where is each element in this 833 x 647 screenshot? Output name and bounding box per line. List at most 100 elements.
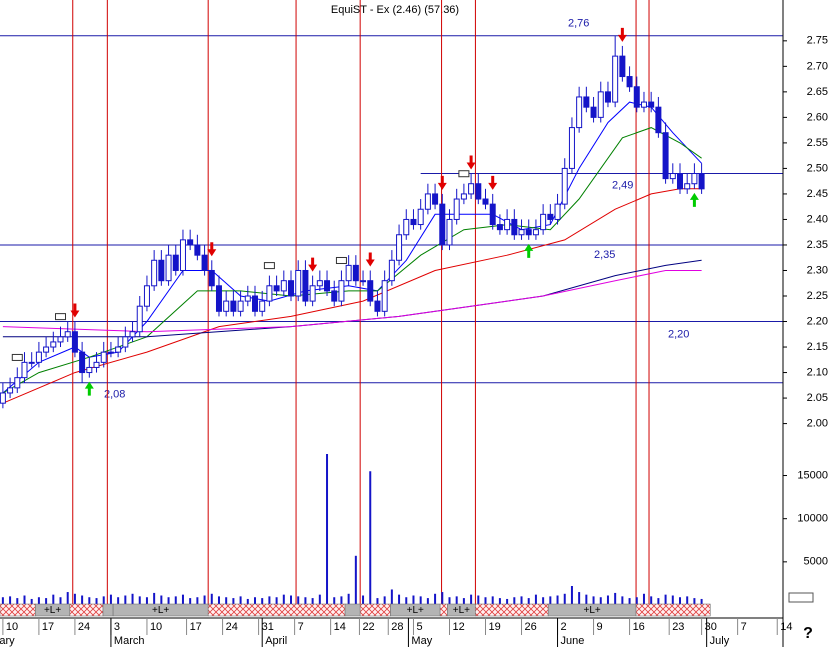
candle-body	[504, 218, 511, 231]
candle-body	[453, 198, 460, 220]
candle-body	[496, 224, 503, 231]
candle-body	[446, 218, 453, 246]
candle-body	[540, 213, 547, 231]
candle-body	[360, 280, 367, 283]
y-tick-label: 2.55	[807, 137, 828, 149]
candle-body	[676, 173, 683, 190]
candle-body	[612, 55, 619, 103]
scroll-icon[interactable]	[788, 592, 814, 603]
candle-body	[604, 91, 611, 103]
y-tick-label: 2.25	[807, 290, 828, 302]
y-tick-label: 2.65	[807, 86, 828, 98]
y-tick-label: 2.20	[807, 315, 828, 327]
candle-body	[388, 259, 395, 282]
month-label: June	[561, 635, 585, 647]
level-label: 2,35	[594, 249, 615, 261]
buy-arrow	[689, 192, 699, 207]
x-tick-label: 10	[6, 621, 18, 633]
candle-body	[367, 280, 374, 302]
y-tick-label: 2.45	[807, 188, 828, 200]
news-icon	[55, 313, 67, 321]
buy-arrow	[84, 381, 94, 396]
x-tick-label: 24	[226, 621, 238, 633]
candle-body	[230, 300, 237, 312]
x-tick-label: 14	[780, 621, 792, 633]
candle-body	[648, 101, 655, 108]
candle-body	[352, 264, 359, 282]
candle-body	[489, 203, 496, 226]
x-tick-label: 16	[633, 621, 645, 633]
y-tick-label: 2.30	[807, 264, 828, 276]
y-tick-label: 2.35	[807, 239, 828, 251]
x-tick-label: 12	[452, 621, 464, 633]
sell-arrow	[488, 175, 498, 190]
candle-body	[590, 106, 597, 118]
sell-arrow	[70, 303, 80, 318]
news-icon	[263, 262, 275, 270]
x-tick-label: 31	[262, 621, 274, 633]
candle-body	[21, 361, 28, 379]
candle-body	[208, 269, 215, 287]
candle-body	[324, 280, 331, 292]
y-tick-label: 2.70	[807, 60, 828, 72]
x-tick-label: 26	[525, 621, 537, 633]
candle-body	[525, 229, 532, 236]
candle-body	[403, 218, 410, 236]
sell-arrow	[308, 257, 318, 272]
level-label: 2,49	[612, 179, 633, 191]
candle-body	[280, 280, 287, 292]
candle-body	[259, 300, 266, 312]
sell-arrow	[617, 27, 627, 42]
candle-body	[71, 331, 78, 353]
status-band	[439, 603, 448, 617]
sell-arrow	[207, 242, 217, 257]
candle-body	[165, 254, 172, 282]
candle-body	[172, 254, 179, 271]
candle-body	[14, 377, 21, 389]
news-icon	[458, 170, 470, 178]
candle-body	[309, 285, 316, 302]
candle-body	[640, 101, 647, 108]
candle-body	[424, 193, 431, 210]
x-tick-label: 17	[190, 621, 202, 633]
moving-average	[2, 127, 702, 394]
candle-body	[28, 361, 35, 364]
candle-body	[460, 193, 467, 200]
candle-body	[597, 91, 604, 118]
sell-arrow	[365, 252, 375, 267]
candle-body	[511, 218, 518, 236]
moving-average	[2, 188, 702, 404]
candle-body	[302, 269, 309, 302]
level-label: 2,76	[568, 18, 589, 30]
candle-body	[345, 264, 352, 282]
candle-body	[432, 193, 439, 205]
candle-body	[273, 285, 280, 292]
candle-body	[266, 285, 273, 302]
x-tick-label: 5	[416, 621, 422, 633]
x-tick-label: 17	[42, 621, 54, 633]
candle-body	[554, 203, 561, 220]
band-label: +L+	[407, 605, 424, 616]
candle-body	[417, 208, 424, 226]
status-band	[102, 603, 114, 617]
band-label: +L+	[152, 605, 169, 616]
candle-body	[576, 96, 583, 129]
candle-body	[410, 218, 417, 226]
y-tick-label: 2.50	[807, 162, 828, 174]
status-band	[359, 603, 391, 617]
x-tick-label: 23	[672, 621, 684, 633]
candle-body	[57, 336, 64, 343]
status-band	[69, 603, 104, 617]
candle-body	[662, 132, 669, 180]
candle-body	[547, 213, 554, 220]
candle-body	[619, 55, 626, 78]
status-band	[344, 603, 361, 617]
month-label: March	[114, 635, 145, 647]
help-button[interactable]: ?	[803, 625, 813, 642]
level-label: 2,20	[668, 328, 689, 340]
y-tick-label: 2.40	[807, 213, 828, 225]
candle-body	[691, 173, 698, 185]
x-tick-label: 7	[298, 621, 304, 633]
